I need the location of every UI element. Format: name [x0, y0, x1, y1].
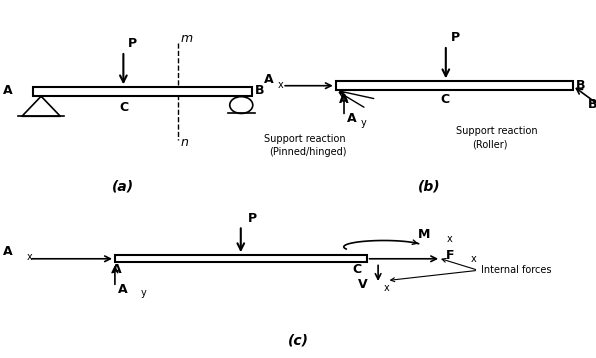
Text: y: y — [141, 288, 147, 298]
Text: n: n — [181, 136, 189, 149]
Text: A: A — [347, 112, 357, 125]
Text: C: C — [441, 93, 450, 106]
Text: x: x — [384, 283, 390, 293]
Text: Support reaction: Support reaction — [264, 134, 346, 144]
Text: A: A — [339, 93, 349, 106]
Text: (Roller): (Roller) — [473, 139, 508, 149]
Text: (Pinned/hinged): (Pinned/hinged) — [269, 147, 346, 158]
Text: B: B — [255, 84, 265, 97]
Text: B: B — [576, 79, 585, 92]
Text: C: C — [119, 101, 128, 114]
Text: x: x — [26, 252, 32, 262]
Text: (b): (b) — [418, 179, 440, 193]
Text: V: V — [358, 278, 368, 291]
Text: A: A — [264, 73, 274, 86]
Text: A: A — [112, 263, 122, 276]
Bar — [336, 81, 573, 90]
Text: Support reaction: Support reaction — [456, 126, 538, 136]
Text: M: M — [418, 228, 430, 241]
Bar — [33, 87, 252, 96]
Text: P: P — [248, 212, 257, 225]
Text: A: A — [3, 84, 13, 97]
Text: F: F — [446, 249, 454, 262]
Text: y: y — [361, 118, 367, 128]
Bar — [115, 255, 367, 262]
Text: C: C — [352, 263, 362, 276]
Text: A: A — [118, 283, 128, 296]
Text: (a): (a) — [112, 179, 135, 193]
Text: B: B — [588, 98, 596, 111]
Text: x: x — [277, 80, 283, 90]
Text: x: x — [447, 234, 452, 244]
Text: m: m — [181, 32, 193, 45]
Text: (c): (c) — [287, 334, 309, 348]
Text: A: A — [4, 246, 13, 258]
Text: x: x — [471, 255, 477, 265]
Text: P: P — [451, 31, 460, 44]
Text: P: P — [128, 37, 136, 50]
Text: Internal forces: Internal forces — [481, 265, 551, 275]
